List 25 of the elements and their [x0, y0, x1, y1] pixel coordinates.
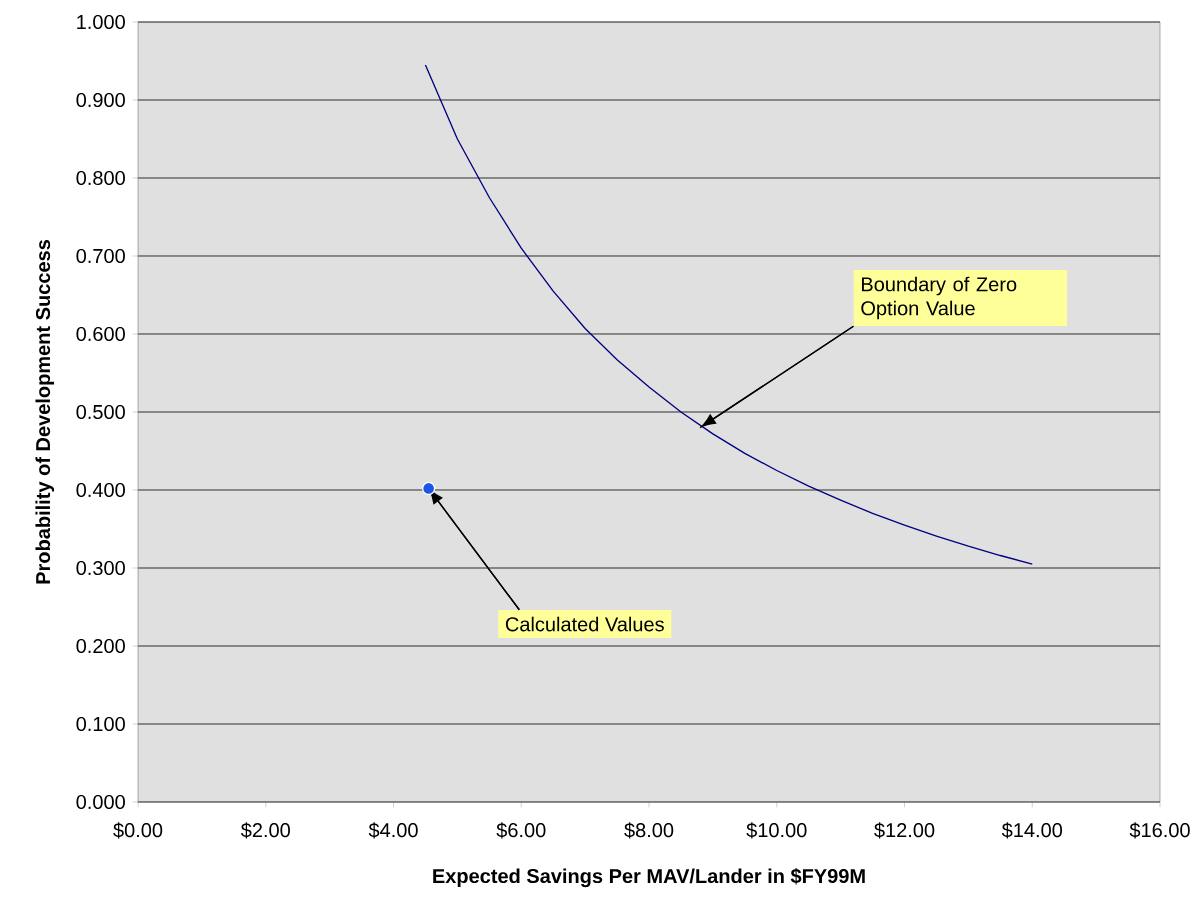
x-axis-title: Expected Savings Per MAV/Lander in $FY99M	[433, 868, 865, 888]
y-tick-label: 0.900	[76, 92, 125, 108]
x-tick-label: $10.00	[746, 822, 807, 839]
x-tick-label: $0.00	[113, 822, 163, 839]
y-tick-label: 0.000	[76, 794, 125, 810]
y-tick-label: 0.600	[76, 326, 125, 342]
annotation: Calculated Values	[505, 616, 664, 632]
x-tick-label: $2.00	[240, 822, 290, 839]
y-tick-label: 0.400	[76, 482, 125, 498]
y-tick-label: 0.700	[76, 248, 125, 264]
line-series	[424, 64, 1033, 565]
x-tick-label: $12.00	[874, 822, 935, 839]
x-tick-label: $14.00	[1001, 822, 1063, 839]
y-axis-title: Probability of Development Success	[35, 240, 55, 584]
y-tick-label: 0.300	[76, 560, 125, 576]
y-tick-label: 1.000	[77, 14, 125, 30]
x-tick-label: $16.00	[1129, 822, 1190, 839]
y-tick-label: 0.500	[76, 404, 125, 420]
x-tick-label: $8.00	[624, 822, 674, 839]
y-tick-label: 0.800	[76, 170, 125, 186]
y-tick-label: 0.200	[76, 638, 125, 654]
y-tick-label: 0.100	[76, 716, 125, 732]
annotation: Boundary of Zero Option Value	[861, 276, 1017, 320]
x-tick-label: $6.00	[496, 822, 546, 839]
x-tick-label: $4.00	[368, 822, 418, 839]
